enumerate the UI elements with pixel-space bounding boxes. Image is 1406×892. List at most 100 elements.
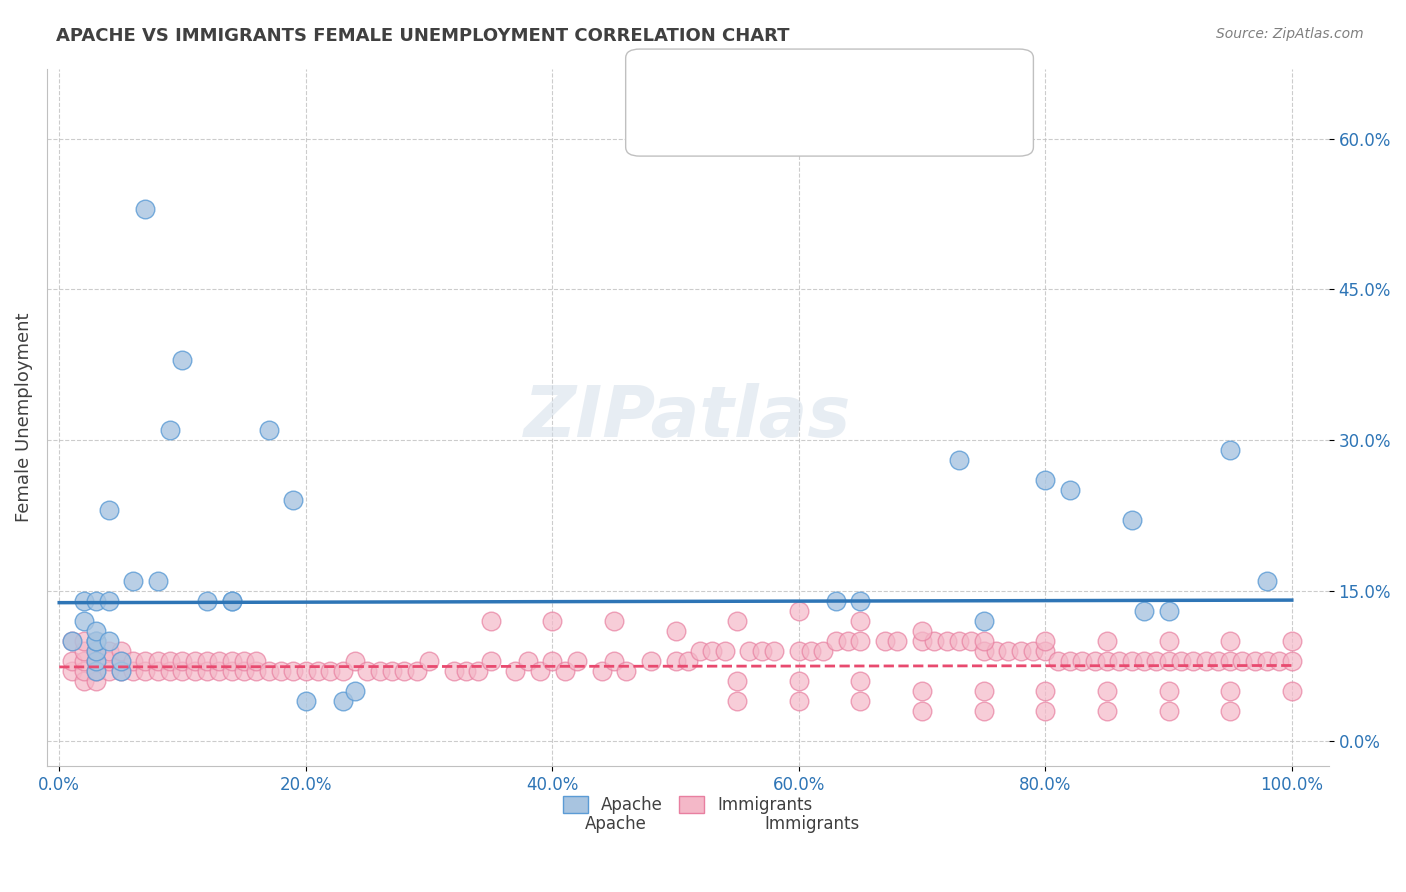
Point xyxy=(332,664,354,678)
Point xyxy=(1182,654,1205,668)
Point xyxy=(935,633,957,648)
Point xyxy=(813,644,835,658)
Text: Immigrants: Immigrants xyxy=(765,815,860,833)
Point xyxy=(738,644,761,658)
Point xyxy=(394,664,416,678)
Point xyxy=(221,664,243,678)
Point xyxy=(208,664,231,678)
Point xyxy=(849,673,872,688)
Point xyxy=(787,673,810,688)
Point xyxy=(97,654,120,668)
Text: R =  0.051   N =   39: R = 0.051 N = 39 xyxy=(717,74,927,92)
Point xyxy=(1121,654,1143,668)
Point xyxy=(208,654,231,668)
Point xyxy=(1206,654,1229,668)
Point xyxy=(1095,654,1118,668)
Point xyxy=(1133,654,1156,668)
Point xyxy=(233,664,256,678)
Point xyxy=(1256,654,1278,668)
Point xyxy=(1144,654,1167,668)
Point xyxy=(221,654,243,668)
Point xyxy=(1059,483,1081,498)
Point xyxy=(640,654,662,668)
Point xyxy=(356,664,378,678)
Point xyxy=(159,423,181,437)
Point xyxy=(911,633,934,648)
Point xyxy=(1157,684,1180,698)
Point xyxy=(84,633,107,648)
Point xyxy=(159,664,181,678)
Point xyxy=(1033,704,1056,718)
Point xyxy=(664,654,686,668)
Point xyxy=(294,694,316,708)
Point xyxy=(849,614,872,628)
Point xyxy=(73,654,96,668)
Point xyxy=(134,202,156,216)
Point xyxy=(849,694,872,708)
Point xyxy=(837,633,859,648)
Point xyxy=(1033,644,1056,658)
Point xyxy=(73,633,96,648)
Point xyxy=(122,574,145,588)
Point xyxy=(97,664,120,678)
Point xyxy=(824,593,846,607)
Point xyxy=(405,664,427,678)
Point xyxy=(184,664,207,678)
Point xyxy=(73,614,96,628)
Point xyxy=(1084,654,1107,668)
Point xyxy=(1219,704,1241,718)
Point xyxy=(467,664,489,678)
Point xyxy=(97,503,120,517)
Point xyxy=(110,664,132,678)
Point xyxy=(97,593,120,607)
Point xyxy=(702,644,724,658)
Point xyxy=(221,593,243,607)
Y-axis label: Female Unemployment: Female Unemployment xyxy=(15,313,32,522)
Point xyxy=(1232,654,1254,668)
Point xyxy=(541,654,564,668)
Point xyxy=(1095,704,1118,718)
Point xyxy=(984,644,1007,658)
Point xyxy=(73,664,96,678)
Point xyxy=(886,633,908,648)
Point xyxy=(172,352,194,367)
Point xyxy=(60,633,83,648)
Point xyxy=(418,654,440,668)
Point xyxy=(948,453,970,467)
Point xyxy=(454,664,477,678)
Point xyxy=(270,664,292,678)
Point xyxy=(73,593,96,607)
Point xyxy=(714,644,737,658)
Point xyxy=(973,644,995,658)
Point xyxy=(1219,684,1241,698)
Point xyxy=(332,694,354,708)
Point xyxy=(787,694,810,708)
Point xyxy=(1095,633,1118,648)
Point xyxy=(554,664,576,678)
Point xyxy=(344,684,367,698)
Point xyxy=(689,644,711,658)
Point xyxy=(344,654,367,668)
Point xyxy=(122,654,145,668)
Point xyxy=(84,654,107,668)
Point xyxy=(84,624,107,638)
Point xyxy=(1157,633,1180,648)
Point xyxy=(84,664,107,678)
Point xyxy=(479,654,502,668)
Point xyxy=(221,593,243,607)
Point xyxy=(195,593,218,607)
Point xyxy=(1194,654,1216,668)
Point xyxy=(97,633,120,648)
Point xyxy=(973,684,995,698)
Point xyxy=(146,654,169,668)
Point xyxy=(233,654,256,668)
Point xyxy=(146,574,169,588)
Point xyxy=(751,644,773,658)
Point xyxy=(184,654,207,668)
Point xyxy=(134,664,156,678)
Point xyxy=(1108,654,1130,668)
Point xyxy=(565,654,588,668)
Point xyxy=(134,654,156,668)
Point xyxy=(1059,654,1081,668)
Point xyxy=(1033,633,1056,648)
